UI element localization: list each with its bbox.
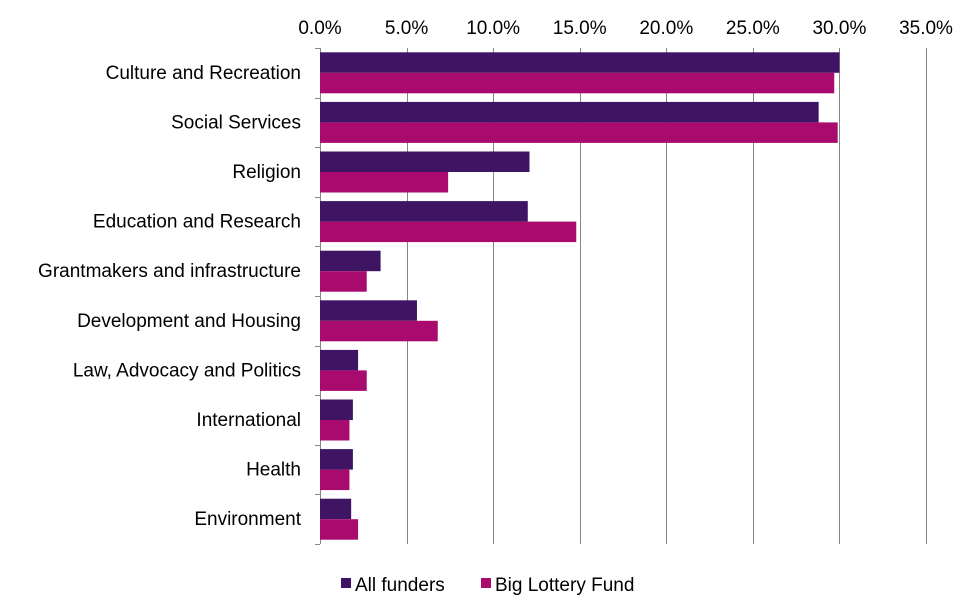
bar-big-lottery-fund bbox=[320, 420, 350, 441]
bar-all-funders bbox=[320, 52, 840, 73]
bar-all-funders bbox=[320, 101, 819, 123]
bar-big-lottery-fund bbox=[320, 370, 367, 391]
legend-label: All funders bbox=[355, 575, 445, 596]
category-label: Law, Advocacy and Politics bbox=[73, 360, 301, 381]
category-label: Grantmakers and infrastructure bbox=[38, 261, 301, 282]
legend-swatch bbox=[481, 578, 491, 588]
bar-big-lottery-fund bbox=[320, 469, 350, 491]
bar-big-lottery-fund bbox=[320, 519, 359, 540]
x-tick-label: 25.0% bbox=[726, 18, 780, 39]
legend-swatch bbox=[341, 578, 351, 588]
category-label: Development and Housing bbox=[77, 311, 301, 332]
category-label: Religion bbox=[232, 162, 301, 183]
category-label: International bbox=[196, 410, 301, 431]
bar-big-lottery-fund bbox=[320, 172, 449, 193]
bar-big-lottery-fund bbox=[320, 320, 438, 342]
x-tick-label: 20.0% bbox=[639, 18, 693, 39]
bar-all-funders bbox=[320, 250, 381, 272]
bar-all-funders bbox=[320, 151, 530, 172]
bar-all-funders bbox=[320, 449, 353, 470]
bar-big-lottery-fund bbox=[320, 72, 835, 94]
category-label: Health bbox=[246, 460, 301, 481]
x-tick-label: 0.0% bbox=[298, 18, 341, 39]
bar-big-lottery-fund bbox=[320, 221, 577, 243]
category-labels: Culture and Recreation Social Services Rel… bbox=[38, 63, 302, 530]
bar-big-lottery-fund bbox=[320, 122, 838, 143]
bar-all-funders bbox=[320, 399, 353, 420]
legend: All funders Big Lottery Fund bbox=[341, 575, 634, 596]
bar-all-funders bbox=[320, 349, 359, 371]
category-label: Environment bbox=[194, 509, 301, 530]
legend-label: Big Lottery Fund bbox=[495, 575, 634, 596]
category-label: Social Services bbox=[171, 112, 301, 133]
bar-all-funders bbox=[320, 201, 528, 222]
x-tick-labels: 0.0% 5.0% 10.0% 15.0% 20.0% 25.0% 30.0% 35.0% bbox=[298, 18, 953, 39]
x-tick-label: 15.0% bbox=[553, 18, 607, 39]
x-tick-label: 35.0% bbox=[899, 18, 953, 39]
x-tick-label: 30.0% bbox=[812, 18, 866, 39]
category-label: Culture and Recreation bbox=[106, 63, 301, 84]
bars bbox=[320, 52, 840, 540]
x-tick-label: 10.0% bbox=[466, 18, 520, 39]
category-label: Education and Research bbox=[93, 212, 301, 233]
bar-big-lottery-fund bbox=[320, 271, 367, 292]
x-tick-label: 5.0% bbox=[385, 18, 428, 39]
bar-all-funders bbox=[320, 498, 352, 520]
bar-all-funders bbox=[320, 300, 417, 321]
